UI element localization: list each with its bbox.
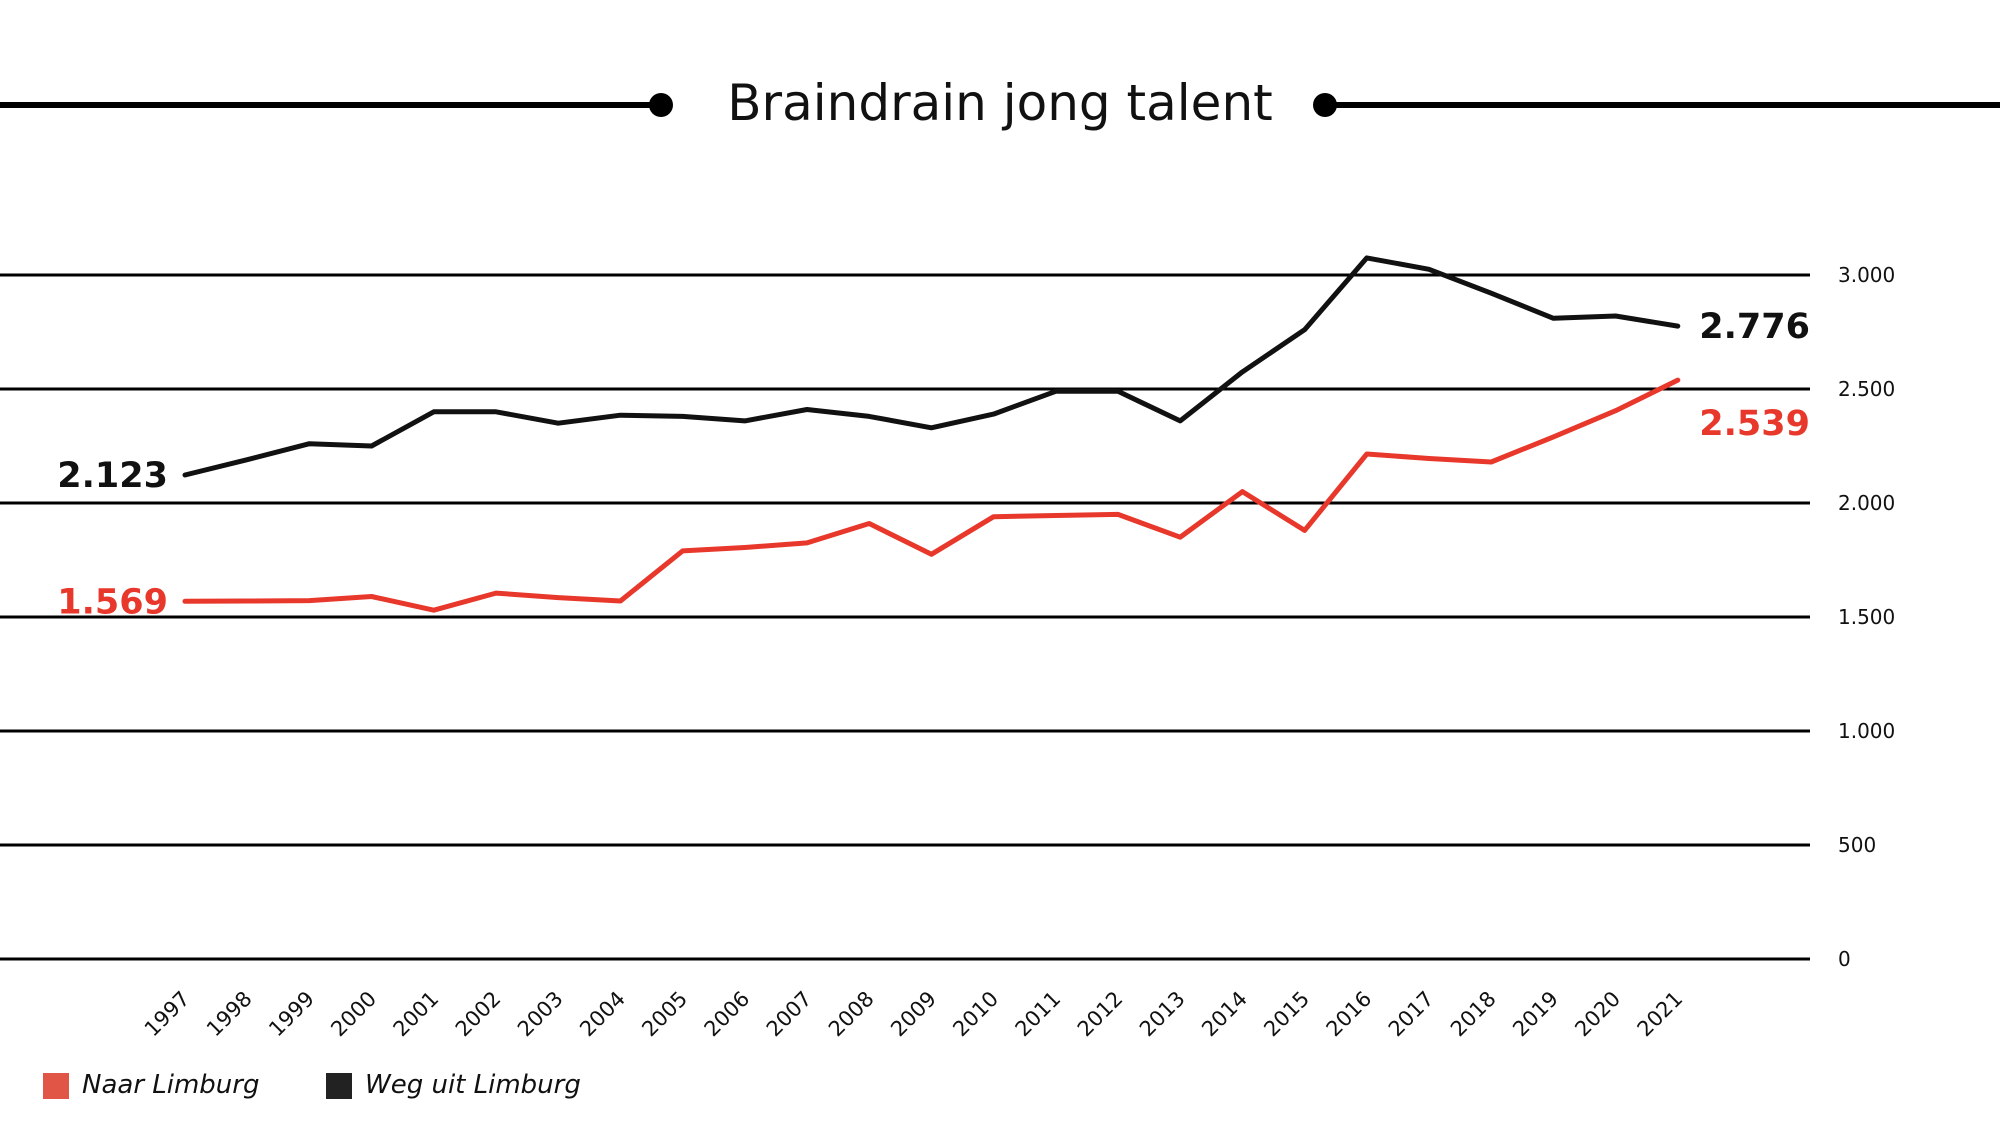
x-tick-label-2016: 2016	[1322, 987, 1377, 1042]
x-tick-label-2015: 2015	[1259, 987, 1314, 1042]
grid-lines	[0, 273, 1810, 961]
x-tick-label-2018: 2018	[1446, 987, 1501, 1042]
x-tick-label-2005: 2005	[637, 987, 692, 1042]
x-tick-label-2020: 2020	[1570, 987, 1625, 1042]
legend-label-weg: Weg uit Limburg	[365, 1070, 581, 1100]
chart-title: Braindrain jong talent	[727, 74, 1272, 132]
legend-swatch-weg	[326, 1073, 352, 1099]
x-tick-label-2014: 2014	[1197, 987, 1252, 1042]
x-tick-label-2008: 2008	[824, 987, 879, 1042]
title-dot-left	[649, 93, 673, 117]
x-tick-label-1999: 1999	[264, 987, 319, 1042]
series-end-labels: 1.569 2.539 2.123 2.776	[57, 307, 1810, 622]
y-tick-label-1000: 1.000	[1838, 719, 1895, 743]
x-tick-label-1998: 1998	[202, 987, 257, 1042]
start-label-weg-uit-limburg: 2.123	[57, 456, 168, 496]
start-label-naar-limburg: 1.569	[57, 582, 168, 622]
y-tick-label-1500: 1.500	[1838, 605, 1895, 629]
x-tick-label-2019: 2019	[1508, 987, 1563, 1042]
x-tick-label-2011: 2011	[1011, 987, 1066, 1042]
x-tick-label-2002: 2002	[451, 987, 506, 1042]
x-tick-label-2007: 2007	[762, 987, 817, 1042]
chart-title-group: Braindrain jong talent	[0, 74, 2000, 132]
y-axis-ticks: 0 500 1.000 1.500 2.000 2.500 3.000	[1838, 263, 1895, 971]
x-tick-label-2004: 2004	[575, 987, 630, 1042]
x-tick-label-2013: 2013	[1135, 987, 1190, 1042]
y-tick-label-2500: 2.500	[1838, 377, 1895, 401]
x-axis-ticks: 1997 1998 1999 2000 2001 2002 2003 2004 2005 2006…	[140, 987, 1688, 1042]
y-tick-label-3000: 3.000	[1838, 263, 1895, 287]
x-tick-label-1997: 1997	[140, 987, 195, 1042]
x-tick-label-2001: 2001	[389, 987, 444, 1042]
x-tick-label-2010: 2010	[948, 987, 1003, 1042]
legend-label-naar: Naar Limburg	[82, 1070, 259, 1100]
x-tick-label-2003: 2003	[513, 987, 568, 1042]
series-lines	[182, 255, 1681, 613]
x-tick-label-2021: 2021	[1633, 987, 1688, 1042]
x-tick-label-2017: 2017	[1384, 987, 1439, 1042]
y-tick-label-500: 500	[1838, 833, 1876, 857]
x-tick-label-2006: 2006	[700, 987, 755, 1042]
end-label-weg-uit-limburg: 2.776	[1699, 307, 1810, 347]
x-tick-label-2000: 2000	[326, 987, 381, 1042]
x-tick-label-2009: 2009	[886, 987, 941, 1042]
end-label-naar-limburg: 2.539	[1699, 404, 1810, 444]
y-tick-label-0: 0	[1838, 947, 1851, 971]
x-tick-label-2012: 2012	[1073, 987, 1128, 1042]
series-line-weg-uit-limburg	[182, 255, 1681, 478]
series-line-naar-limburg	[182, 377, 1681, 613]
legend: Naar Limburg Weg uit Limburg	[43, 1070, 581, 1100]
legend-swatch-naar	[43, 1073, 69, 1099]
y-tick-label-2000: 2.000	[1838, 491, 1895, 515]
